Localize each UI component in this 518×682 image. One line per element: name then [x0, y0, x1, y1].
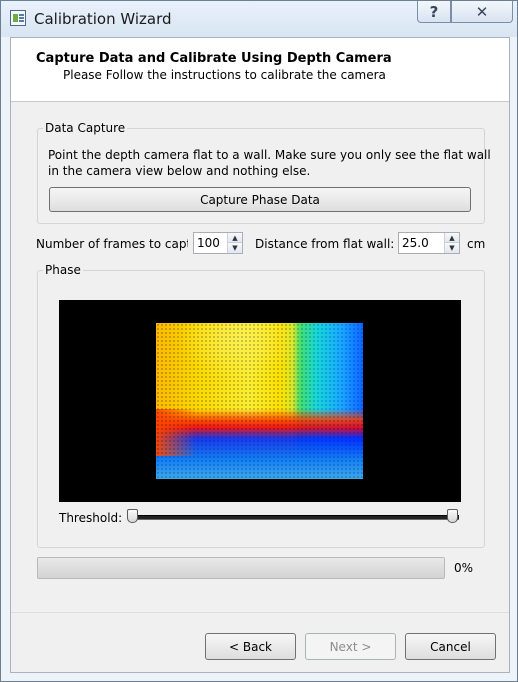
threshold-slider-track[interactable] [133, 515, 459, 520]
frames-value: 100 [197, 236, 220, 250]
close-button[interactable]: ✕ [451, 1, 513, 23]
capture-phase-data-label: Capture Phase Data [200, 192, 320, 207]
capture-progress-bar [37, 557, 445, 579]
threshold-max-handle[interactable] [447, 509, 458, 523]
phase-group: Phase [37, 263, 485, 548]
depth-image-floor-region [156, 408, 196, 456]
page-subtitle: Please Follow the instructions to calibr… [63, 68, 386, 82]
distance-label: Distance from flat wall: [255, 237, 395, 251]
threshold-min-handle[interactable] [127, 509, 138, 523]
frames-spinbox[interactable]: 100 ▲ ▼ [193, 232, 243, 254]
capture-instruction-line1: Point the depth camera flat to a wall. M… [48, 148, 491, 162]
spin-down-arrow-icon[interactable]: ▼ [445, 243, 459, 253]
page-title: Capture Data and Calibrate Using Depth C… [36, 51, 392, 66]
frames-spin-arrows: ▲ ▼ [227, 233, 242, 253]
window-title: Calibration Wizard [34, 10, 172, 28]
capture-phase-data-button[interactable]: Capture Phase Data [49, 187, 471, 212]
next-button[interactable]: Next > [305, 633, 396, 660]
frames-label: Number of frames to captu [36, 237, 188, 251]
app-window-icon [10, 10, 26, 26]
back-button[interactable]: < Back [205, 633, 296, 660]
spin-up-arrow-icon[interactable]: ▲ [228, 233, 242, 243]
phase-group-label: Phase [43, 263, 83, 277]
cancel-label: Cancel [430, 639, 471, 654]
distance-spin-arrows: ▲ ▼ [444, 233, 459, 253]
phase-image-viewer [59, 300, 461, 502]
spin-up-arrow-icon[interactable]: ▲ [445, 233, 459, 243]
close-icon: ✕ [475, 2, 489, 21]
wizard-header: Capture Data and Calibrate Using Depth C… [11, 38, 509, 102]
next-label: Next > [329, 639, 372, 654]
distance-unit: cm [467, 237, 486, 251]
help-button[interactable]: ? [417, 1, 451, 23]
threshold-label: Threshold: [59, 511, 123, 525]
data-capture-group-label: Data Capture [43, 121, 128, 135]
cancel-button[interactable]: Cancel [405, 633, 496, 660]
data-capture-group: Data Capture [37, 121, 485, 224]
capture-instruction-line2: in the camera view below and nothing els… [48, 164, 311, 178]
distance-spinbox[interactable]: 25.0 ▲ ▼ [398, 232, 460, 254]
help-icon: ? [429, 2, 439, 21]
depth-phase-image [156, 323, 363, 479]
title-bar[interactable]: Calibration Wizard ? ✕ [1, 1, 517, 37]
back-label: < Back [228, 639, 272, 654]
depth-image-noise [156, 323, 363, 479]
wizard-page: Capture Data and Calibrate Using Depth C… [10, 37, 510, 673]
distance-value: 25.0 [402, 236, 429, 250]
progress-percent: 0% [454, 561, 474, 575]
spin-down-arrow-icon[interactable]: ▼ [228, 243, 242, 253]
wizard-footer [11, 612, 509, 673]
